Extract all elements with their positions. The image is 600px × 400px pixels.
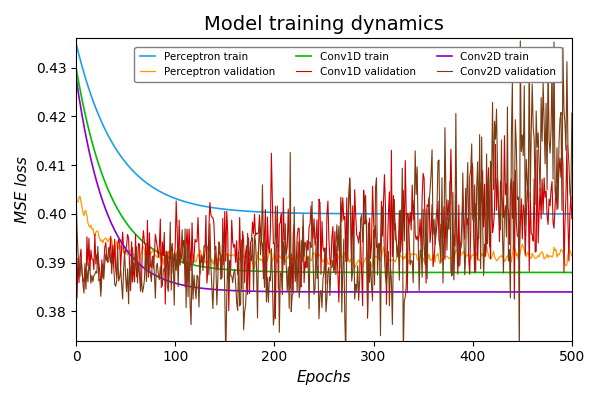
Line: Conv2D validation: Conv2D validation [76,41,572,360]
Line: Conv1D train: Conv1D train [76,68,572,272]
Perceptron train [216,206,223,211]
Perceptron train [196,203,203,208]
Y-axis label: MSE loss: MSE loss [15,156,30,223]
Conv1D train [253,269,260,274]
Conv2D validation [254,316,261,320]
Conv1D train [568,270,575,275]
Perceptron validation [73,198,80,203]
Conv1D validation [73,228,80,232]
Perceptron train [73,41,80,46]
Perceptron validation [400,257,407,262]
Conv2D train [73,75,80,80]
Conv1D train [73,65,80,70]
Conv2D validation [568,111,575,116]
Perceptron validation [217,255,224,260]
Conv2D validation [484,242,491,246]
Conv1D validation [253,231,260,236]
Conv2D validation [398,166,406,171]
Conv1D validation [393,239,400,244]
Perceptron validation [196,247,203,252]
Conv2D train [483,290,490,294]
Conv1D validation [398,248,406,253]
Perceptron validation [76,194,83,199]
Line: Perceptron train: Perceptron train [76,43,572,214]
Conv2D validation [216,244,223,248]
Conv1D validation [501,133,508,138]
Conv1D train [216,266,223,271]
Perceptron train [392,212,399,216]
Perceptron validation [568,254,575,258]
Title: Model training dynamics: Model training dynamics [204,15,444,34]
Conv1D validation [568,216,575,221]
Conv1D validation [196,246,203,251]
Conv2D train [392,290,399,294]
Perceptron train [253,209,260,214]
Conv1D validation [484,182,491,187]
Conv2D validation [222,358,229,362]
Perceptron validation [394,250,401,255]
Conv2D train [196,286,203,290]
Conv2D train [398,290,405,294]
Conv2D validation [196,305,203,310]
Conv2D train [253,289,260,294]
Perceptron train [398,212,405,216]
Perceptron train [568,212,575,216]
Conv2D validation [517,38,524,43]
Legend: Perceptron train, Perceptron validation, Conv1D train, Conv1D validation, Conv2D: Perceptron train, Perceptron validation,… [134,46,562,82]
Line: Conv1D validation: Conv1D validation [76,136,572,319]
Perceptron train [483,212,490,216]
Conv1D train [398,270,405,275]
Conv1D validation [272,316,279,321]
Conv1D train [392,270,399,275]
Conv1D train [483,270,490,275]
Perceptron validation [485,253,492,258]
Perceptron validation [254,250,261,254]
Perceptron validation [351,266,358,271]
Conv2D train [216,288,223,292]
Conv1D validation [216,252,223,257]
Conv2D train [568,290,575,294]
Conv2D validation [393,238,400,243]
Conv1D train [196,264,203,268]
Line: Conv2D train: Conv2D train [76,77,572,292]
Line: Perceptron validation: Perceptron validation [76,196,572,268]
X-axis label: Epochs: Epochs [296,370,351,385]
Conv2D validation [73,190,80,194]
